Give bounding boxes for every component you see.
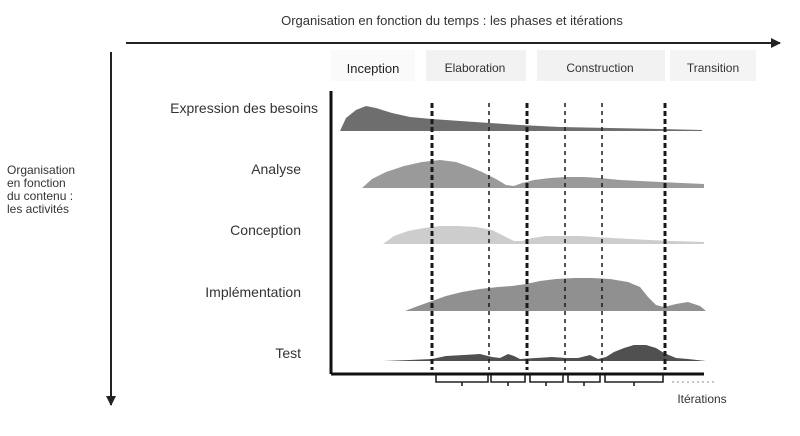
- activity-expression-des-besoins: Expression des besoins: [170, 100, 318, 116]
- workload-implementation: [405, 278, 706, 311]
- activity-analyse: Analyse: [251, 161, 301, 177]
- content-axis-label: Organisation en fonction du contenu : le…: [7, 164, 107, 216]
- workload-conception: [383, 226, 704, 244]
- phase-header-construction: [537, 50, 665, 81]
- workload-analyse: [362, 160, 704, 188]
- phase-header-elaboration: [426, 50, 526, 81]
- activity-conception: Conception: [230, 222, 301, 238]
- content-axis-label-line: du contenu :: [7, 189, 74, 203]
- iterations-label: Itérations: [677, 392, 726, 406]
- iteration-bracket: [604, 375, 664, 383]
- content-axis-label-line: les activités: [7, 202, 70, 216]
- workload-expression-des-besoins: [340, 106, 702, 131]
- iteration-bracket: [529, 375, 564, 383]
- iteration-bracket: [567, 375, 601, 383]
- content-axis-label-line: en fonction: [7, 176, 66, 190]
- iteration-bracket: [435, 375, 489, 383]
- phase-header-transition: [670, 50, 756, 81]
- workload-test: [383, 345, 706, 361]
- iteration-separators: [430, 103, 667, 370]
- phase-construction: Construction: [566, 61, 633, 75]
- time-axis-title: Organisation en fonction du temps : les …: [281, 13, 623, 28]
- phase-header-inception: [331, 50, 415, 81]
- iteration-brackets: [435, 375, 664, 386]
- iteration-bracket: [490, 375, 526, 383]
- activity-implementation: Implémentation: [205, 284, 301, 300]
- activity-workloads: [340, 106, 706, 361]
- phase-inception: Inception: [347, 61, 400, 76]
- phase-header: Inception Elaboration Construction Trans…: [331, 50, 756, 81]
- phase-transition: Transition: [687, 61, 739, 75]
- activity-test: Test: [275, 345, 301, 361]
- activity-labels: Expression des besoins Analyse Conceptio…: [170, 100, 318, 361]
- phase-elaboration: Elaboration: [445, 61, 506, 75]
- content-axis-label-line: Organisation: [7, 163, 76, 177]
